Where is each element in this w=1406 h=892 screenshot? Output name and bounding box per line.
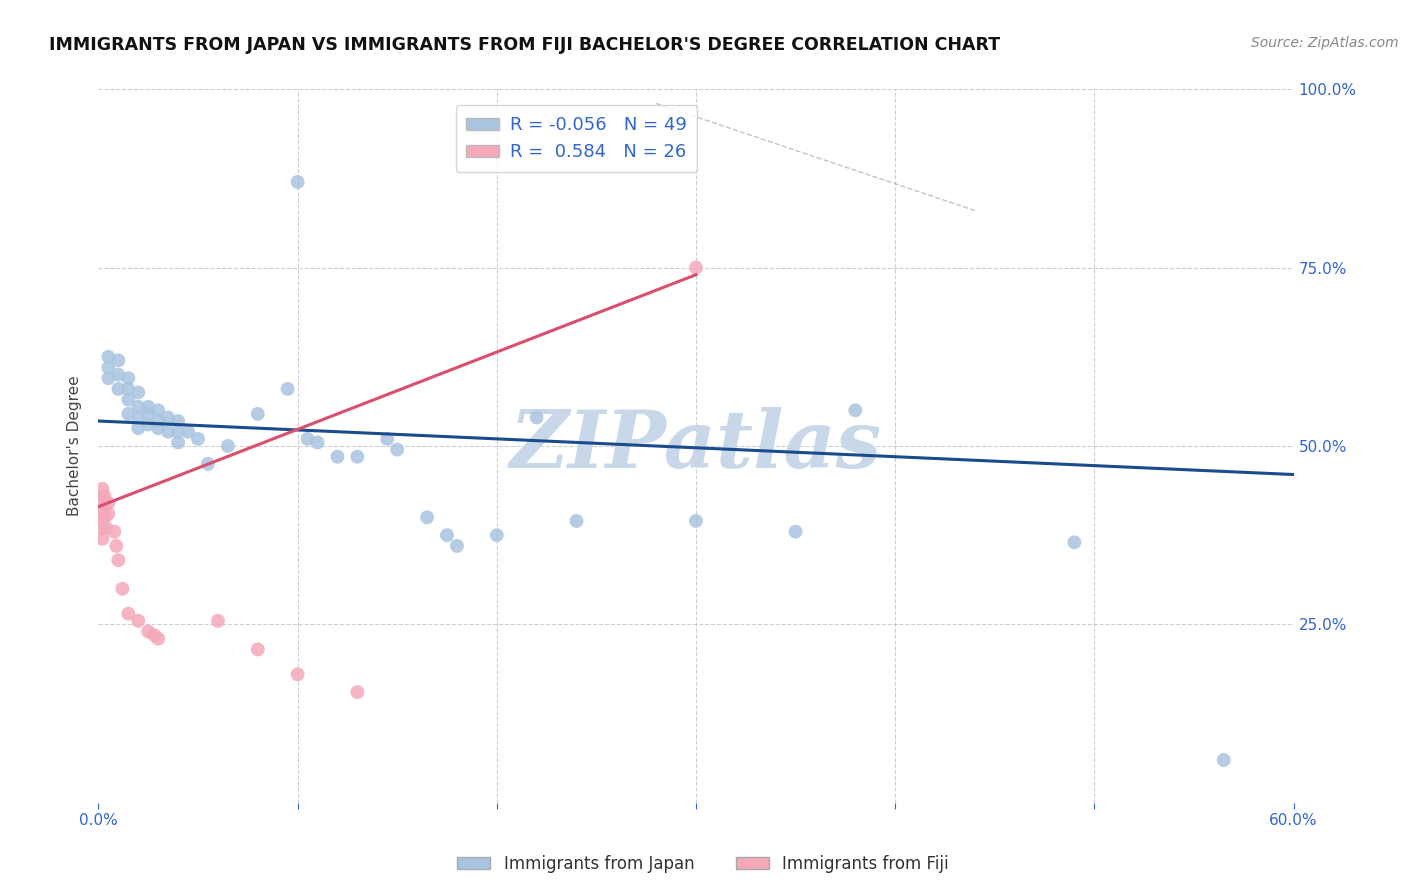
Point	[526, 410, 548, 425]
Point	[287, 175, 309, 189]
Point	[117, 371, 139, 385]
Point	[844, 403, 866, 417]
Point	[685, 514, 707, 528]
Point	[375, 432, 398, 446]
Point	[148, 632, 170, 646]
Point	[111, 582, 134, 596]
Point	[385, 442, 409, 457]
Point	[107, 553, 129, 567]
Point	[127, 614, 149, 628]
Point	[157, 410, 180, 425]
Point	[91, 510, 114, 524]
Point	[167, 425, 190, 439]
Point	[103, 524, 125, 539]
Point	[127, 400, 149, 414]
Point	[197, 457, 219, 471]
Point	[107, 353, 129, 368]
Point	[1063, 535, 1085, 549]
Point	[167, 414, 190, 428]
Point	[785, 524, 807, 539]
Point	[91, 521, 114, 535]
Y-axis label: Bachelor's Degree: Bachelor's Degree	[67, 376, 83, 516]
Point	[485, 528, 508, 542]
Point	[107, 382, 129, 396]
Point	[1212, 753, 1234, 767]
Text: Source: ZipAtlas.com: Source: ZipAtlas.com	[1251, 36, 1399, 50]
Point	[148, 403, 170, 417]
Point	[127, 421, 149, 435]
Point	[97, 371, 120, 385]
Point	[685, 260, 707, 275]
Point	[107, 368, 129, 382]
Text: IMMIGRANTS FROM JAPAN VS IMMIGRANTS FROM FIJI BACHELOR'S DEGREE CORRELATION CHAR: IMMIGRANTS FROM JAPAN VS IMMIGRANTS FROM…	[49, 36, 1000, 54]
Point	[246, 642, 269, 657]
Point	[136, 407, 159, 421]
Point	[117, 382, 139, 396]
Point	[97, 496, 120, 510]
Point	[117, 407, 139, 421]
Point	[565, 514, 588, 528]
Point	[127, 385, 149, 400]
Point	[277, 382, 299, 396]
Point	[167, 435, 190, 450]
Point	[246, 407, 269, 421]
Point	[416, 510, 439, 524]
Point	[148, 414, 170, 428]
Point	[177, 425, 200, 439]
Point	[346, 450, 368, 464]
Point	[446, 539, 468, 553]
Point	[97, 350, 120, 364]
Point	[307, 435, 329, 450]
Point	[207, 614, 229, 628]
Point	[117, 392, 139, 407]
Point	[136, 417, 159, 432]
Point	[91, 503, 114, 517]
Point	[148, 421, 170, 435]
Point	[96, 521, 118, 535]
Point	[117, 607, 139, 621]
Point	[217, 439, 239, 453]
Text: ZIPatlas: ZIPatlas	[510, 408, 882, 484]
Point	[326, 450, 349, 464]
Point	[105, 539, 128, 553]
Point	[97, 360, 120, 375]
Point	[157, 425, 180, 439]
Point	[436, 528, 458, 542]
Point	[91, 492, 114, 507]
Point	[127, 410, 149, 425]
Point	[136, 400, 159, 414]
Point	[93, 489, 115, 503]
Legend: R = -0.056   N = 49, R =  0.584   N = 26: R = -0.056 N = 49, R = 0.584 N = 26	[456, 105, 697, 172]
Point	[97, 507, 120, 521]
Point	[287, 667, 309, 681]
Point	[93, 500, 115, 514]
Point	[136, 624, 159, 639]
Point	[93, 510, 115, 524]
Point	[187, 432, 209, 446]
Point	[346, 685, 368, 699]
Point	[91, 532, 114, 546]
Point	[297, 432, 319, 446]
Point	[143, 628, 166, 642]
Legend: Immigrants from Japan, Immigrants from Fiji: Immigrants from Japan, Immigrants from F…	[450, 848, 956, 880]
Point	[91, 482, 114, 496]
